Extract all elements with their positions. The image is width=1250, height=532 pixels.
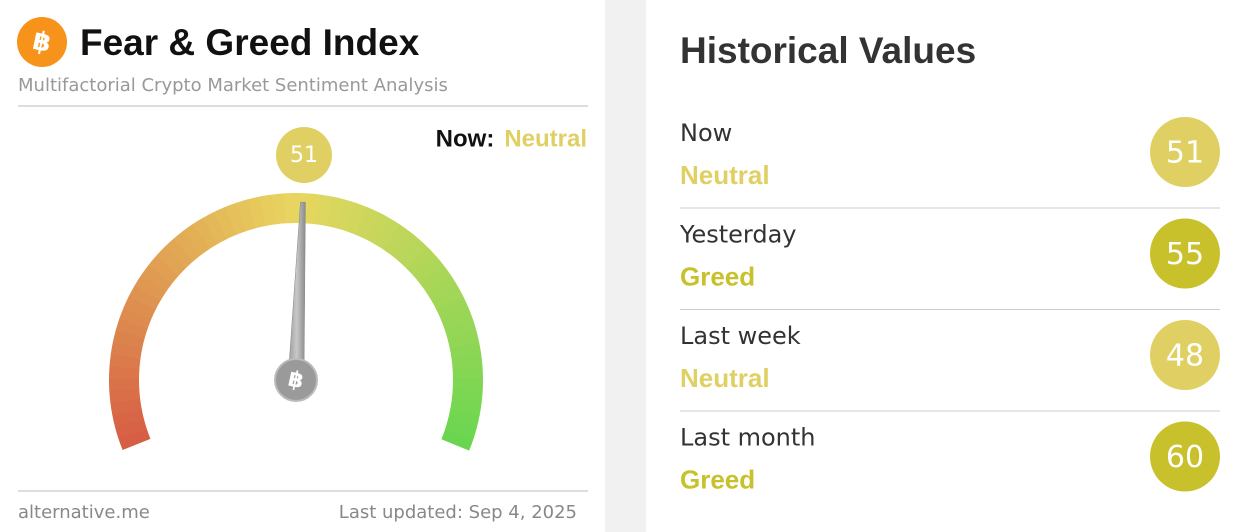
gauge-arc — [202, 211, 228, 244]
gauge-arc — [306, 193, 321, 225]
gauge-arc — [155, 246, 186, 277]
gauge-arc — [192, 217, 219, 250]
gauge-arc — [426, 275, 458, 302]
value-badge — [276, 127, 332, 183]
gauge-arc — [128, 285, 161, 310]
gauge-arc — [164, 238, 194, 269]
svg-text:฿: ฿ — [30, 26, 54, 59]
row-value: 60 — [1166, 440, 1204, 475]
gauge-arc — [447, 330, 480, 350]
gauge-arc — [115, 318, 148, 339]
gauge-arc — [114, 418, 147, 439]
row-classification: Neutral — [680, 363, 770, 393]
gauge-arc — [148, 255, 179, 285]
gauge-arc — [259, 194, 277, 227]
gauge-arc — [326, 196, 345, 229]
row-classification: Greed — [680, 261, 755, 291]
gauge-arc — [449, 342, 482, 360]
gauge-arc — [140, 265, 173, 293]
gauge-arc — [399, 239, 429, 270]
card-title: Fear & Greed Index — [80, 22, 420, 63]
row-label: Last week — [680, 322, 801, 350]
gauge-arc — [213, 206, 237, 240]
gauge-arc — [447, 409, 480, 428]
gauge-arc — [236, 199, 257, 232]
gauge-arc — [406, 247, 437, 277]
row-label: Now — [680, 119, 732, 147]
gauge-arc — [224, 202, 247, 235]
gauge-arc — [450, 399, 482, 416]
history-title: Historical Values — [680, 30, 976, 71]
gauge-arc — [451, 389, 483, 404]
row-badge — [1150, 218, 1220, 289]
row-badge — [1150, 117, 1220, 187]
gauge-arc — [413, 256, 445, 285]
gauge-arc — [391, 231, 420, 263]
card-subtitle: Multifactorial Crypto Market Sentiment A… — [18, 75, 448, 96]
value-badge-text: 51 — [290, 143, 318, 168]
row-value: 48 — [1166, 339, 1204, 374]
row-classification: Greed — [680, 464, 755, 494]
updated: Last updated: Sep 4, 2025 — [339, 502, 577, 523]
now-classification: Neutral — [504, 125, 587, 152]
row-value: 55 — [1166, 237, 1204, 272]
row-value: 51 — [1166, 136, 1204, 171]
gauge-arc — [247, 196, 267, 229]
hub-logo: ฿ — [286, 367, 306, 395]
gauge-arc — [436, 296, 469, 320]
gauge-arc — [134, 274, 167, 301]
gauge-arc — [346, 202, 368, 236]
row-classification: Neutral — [680, 160, 770, 190]
gauge-arc — [431, 285, 464, 311]
row-label: Last month — [680, 424, 816, 452]
gauge-arc — [110, 341, 143, 359]
gauge-arc — [112, 329, 145, 349]
gauge-arc — [109, 388, 141, 404]
gauge-arc — [451, 354, 483, 370]
bitcoin-logo: ฿ — [17, 17, 67, 67]
gauge-arc — [182, 223, 210, 256]
source: alternative.me — [18, 502, 150, 523]
row-badge — [1150, 320, 1220, 390]
gauge-arc — [441, 429, 474, 451]
gauge-arc — [118, 428, 151, 451]
gauge-arc — [336, 199, 357, 232]
gauge-arc — [173, 230, 202, 262]
gauge-arc — [374, 217, 400, 250]
gauge-arc — [119, 306, 152, 329]
history-card — [646, 0, 1250, 532]
gauge-arc — [355, 207, 379, 240]
gauge-arc — [112, 408, 145, 427]
gauge-arc — [382, 224, 410, 256]
gauge-arc — [271, 193, 287, 225]
row-badge — [1150, 421, 1220, 492]
history-list: Now Neutral 51 Yesterday Greed 55 Last week Neu… — [679, 117, 1220, 494]
now-label: Now: — [436, 125, 495, 152]
gauge: ฿ 51 — [109, 127, 483, 451]
gauge-arc — [444, 318, 477, 340]
gauge-arc — [123, 295, 156, 320]
gauge-arc — [420, 265, 452, 293]
needle-hub — [274, 358, 318, 402]
row-label: Yesterday — [679, 221, 797, 249]
gauge-arc — [444, 419, 478, 440]
gauge-arc — [109, 353, 141, 369]
gauge-arc — [440, 307, 473, 330]
gauge-arc — [365, 212, 390, 245]
gauge-arc — [110, 398, 142, 416]
gauge-arc — [316, 194, 333, 227]
